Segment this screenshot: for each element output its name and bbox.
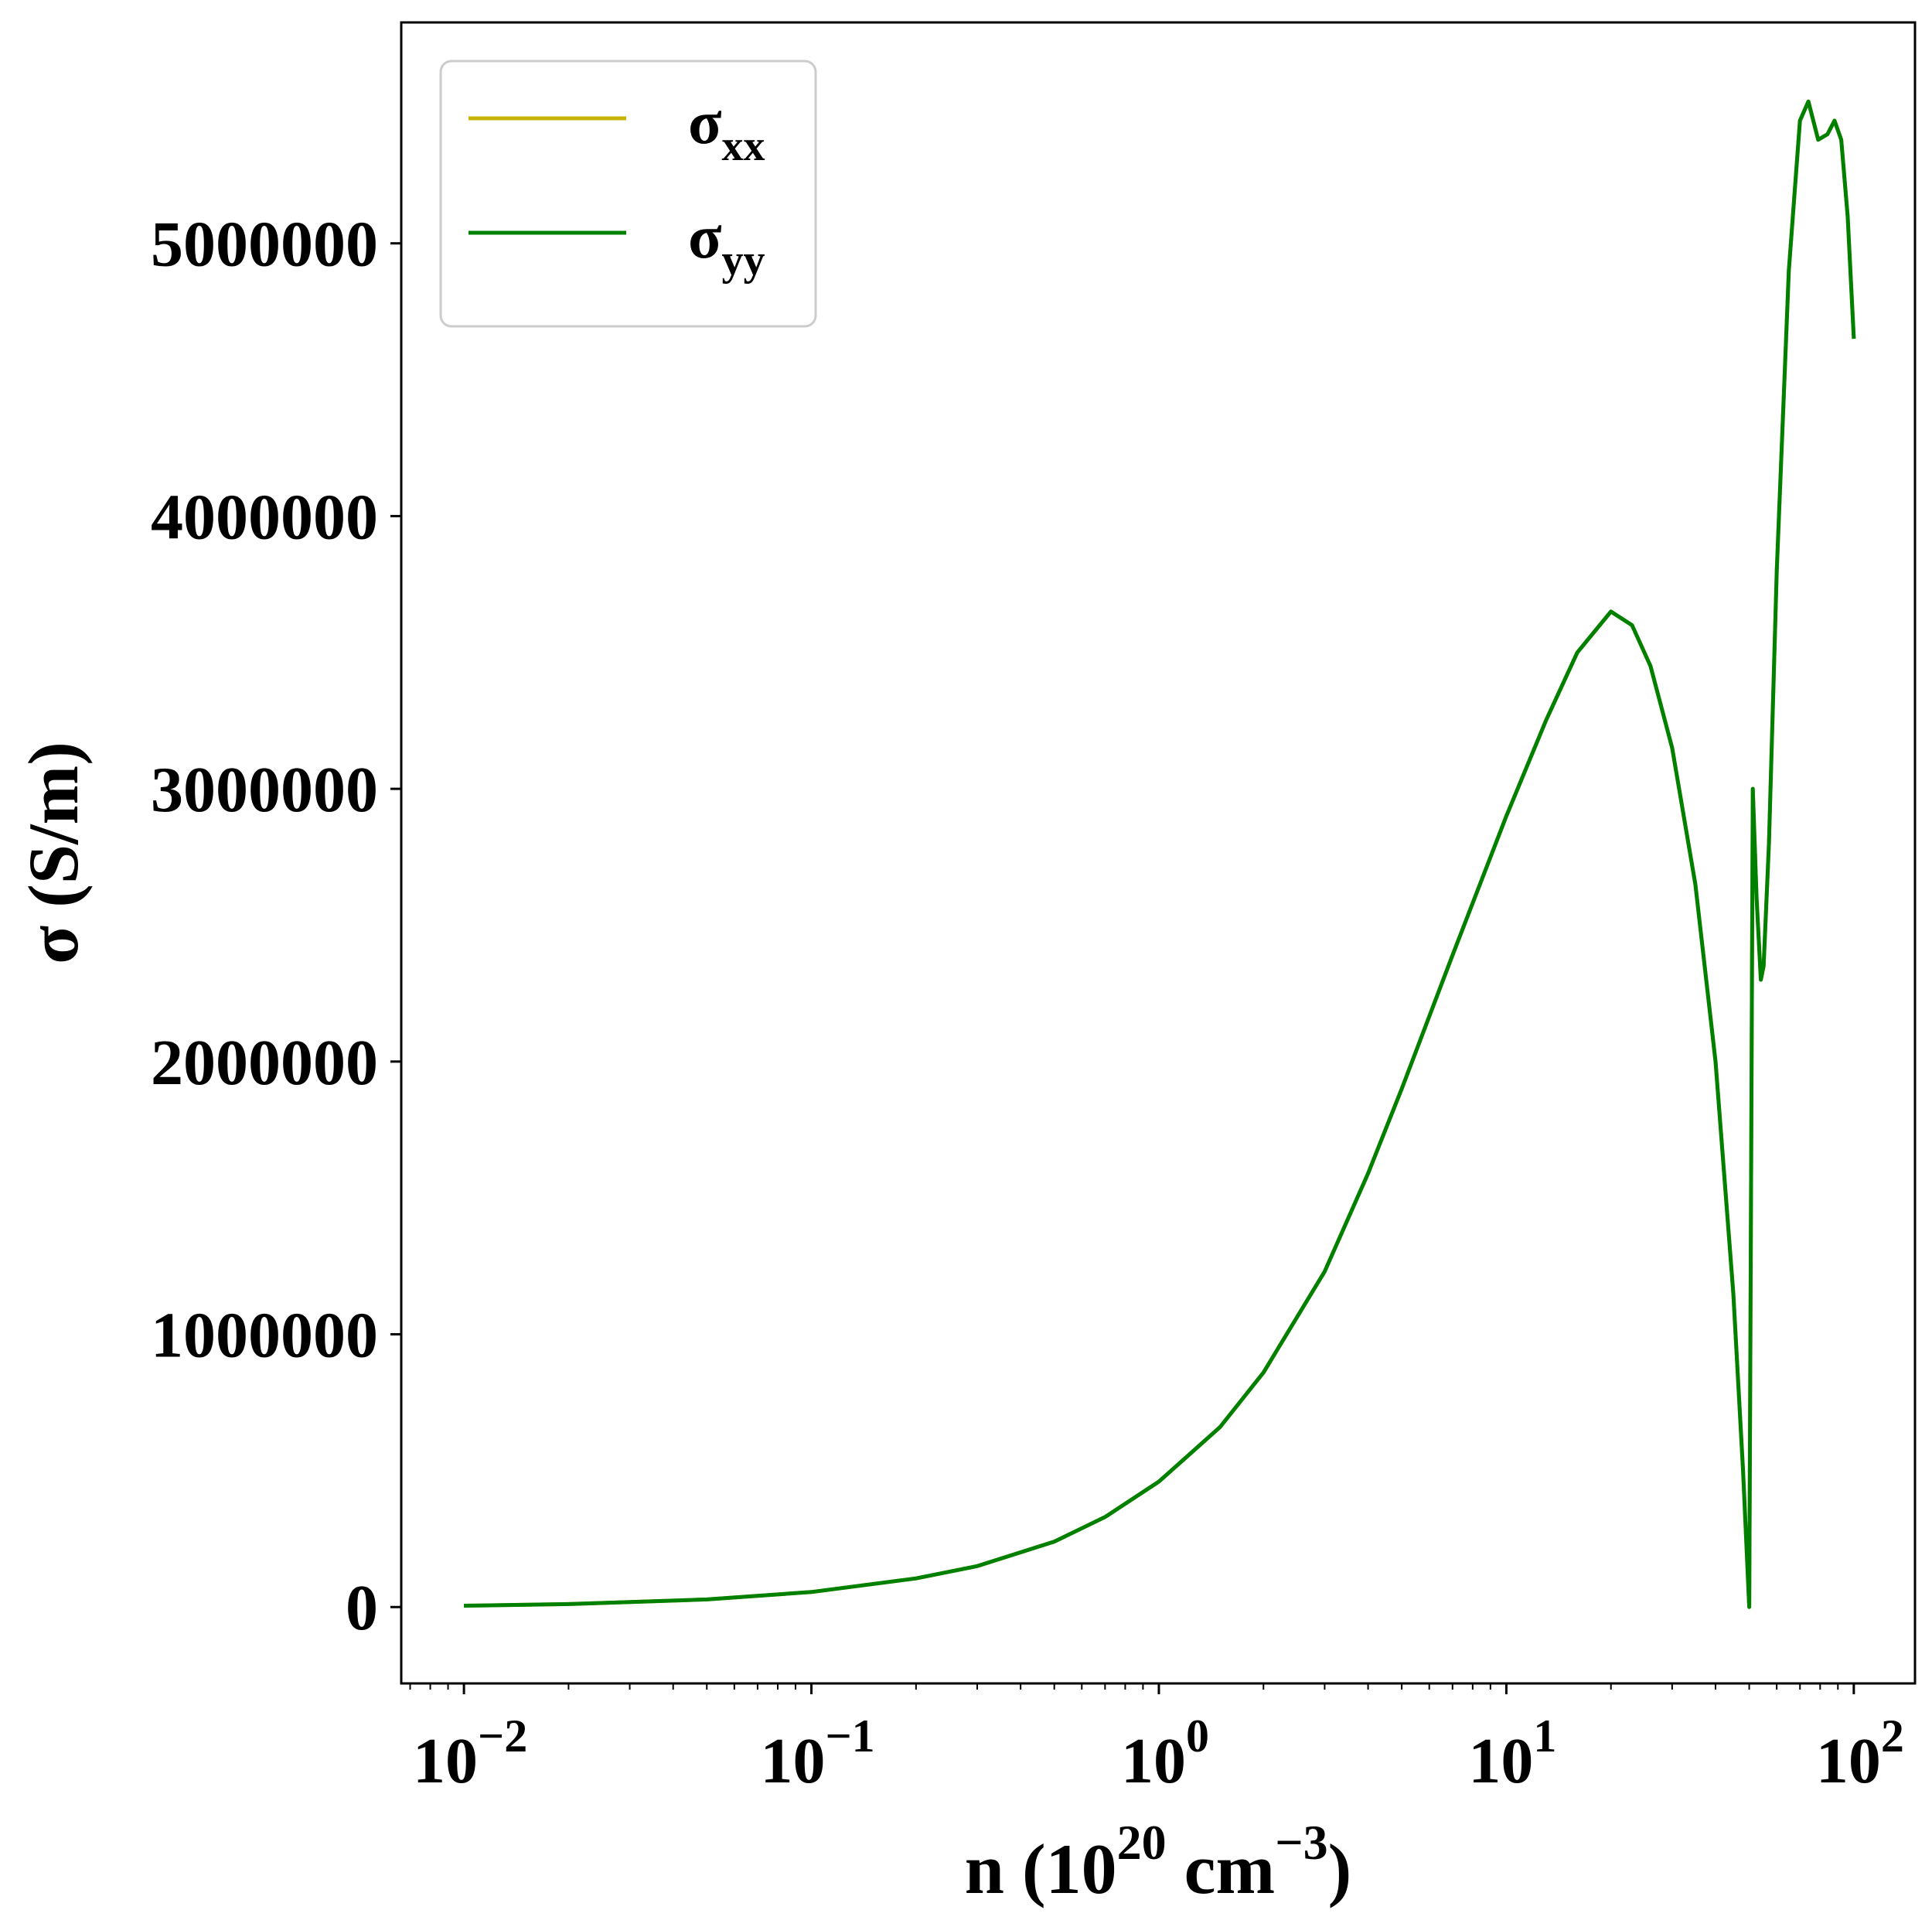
- y-tick-label: 4000000: [151, 481, 378, 553]
- y-tick-label: 3000000: [151, 754, 378, 826]
- y-axis: 0 1000000 2000000 3000000 4000000 5000000: [151, 209, 401, 1644]
- x-tick-label: 102: [1816, 1710, 1904, 1797]
- x-tick-label: 101: [1468, 1710, 1556, 1797]
- series-layer: [464, 99, 1856, 1609]
- legend-label-sigma-yy: σyy: [688, 203, 765, 285]
- x-tick-label: 10−1: [760, 1710, 874, 1797]
- x-tick-label: 10−2: [413, 1710, 527, 1797]
- y-tick-label: 5000000: [151, 209, 378, 281]
- legend-frame: [439, 60, 817, 328]
- legend: σxx σyy: [439, 60, 817, 328]
- y-axis-label: σ (S/m): [14, 742, 93, 964]
- legend-label-sigma-xx: σxx: [688, 89, 765, 170]
- y-tick-label: 1000000: [151, 1300, 378, 1372]
- y-tick-label: 2000000: [151, 1027, 378, 1099]
- x-axis: 10−2 10−1 100 101 102: [409, 1683, 1904, 1797]
- series-line-yy: [464, 99, 1856, 1609]
- y-tick-label: 0: [346, 1572, 378, 1644]
- x-axis-label: n (1020 cm−3): [965, 1815, 1351, 1908]
- x-tick-label: 100: [1121, 1710, 1209, 1797]
